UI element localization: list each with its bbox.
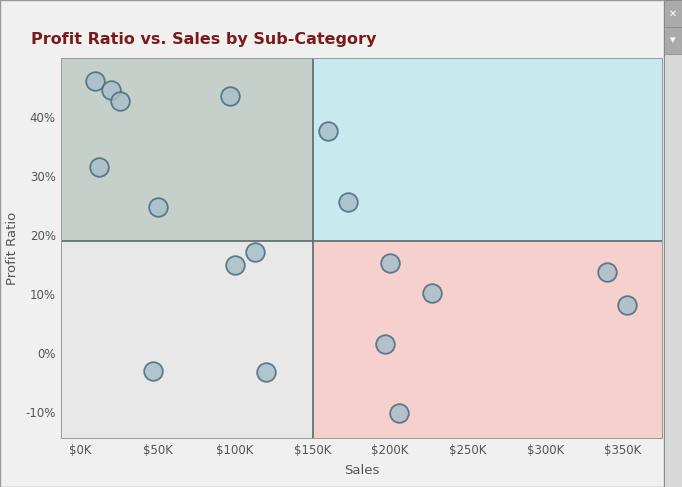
- Point: [380, 340, 391, 348]
- Bar: [312, 241, 662, 438]
- Text: ✕: ✕: [669, 8, 677, 19]
- Point: [250, 248, 261, 256]
- Point: [93, 164, 104, 171]
- Point: [90, 77, 101, 85]
- Text: Profit Ratio vs. Sales by Sub-Category: Profit Ratio vs. Sales by Sub-Category: [31, 32, 376, 47]
- Point: [394, 409, 405, 417]
- Point: [106, 86, 117, 94]
- Point: [115, 97, 125, 105]
- Point: [147, 367, 158, 375]
- Bar: [61, 58, 312, 241]
- X-axis label: Sales: Sales: [344, 464, 379, 477]
- Point: [323, 128, 333, 135]
- Point: [343, 198, 354, 206]
- Bar: [312, 58, 662, 241]
- Point: [261, 369, 271, 376]
- Point: [230, 261, 241, 268]
- Point: [426, 289, 437, 297]
- Bar: [664, 27, 682, 54]
- Bar: [664, 0, 682, 27]
- Text: ▾: ▾: [670, 35, 676, 45]
- Point: [602, 268, 612, 276]
- Point: [152, 203, 163, 211]
- Point: [385, 260, 396, 267]
- Point: [225, 92, 236, 99]
- Y-axis label: Profit Ratio: Profit Ratio: [5, 212, 18, 285]
- Bar: [61, 241, 312, 438]
- Point: [622, 300, 633, 308]
